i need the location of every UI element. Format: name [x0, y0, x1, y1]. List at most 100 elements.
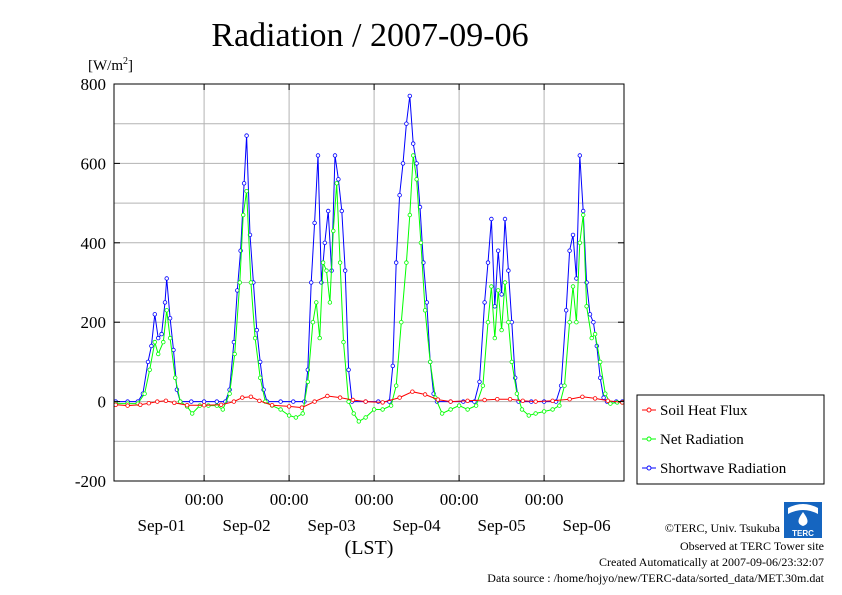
data-point [519, 407, 525, 412]
data-point [172, 375, 178, 380]
data-point [315, 153, 321, 158]
x-axis-label: (LST) [345, 537, 394, 559]
data-point [254, 327, 259, 333]
data-point [300, 411, 305, 416]
data-point [394, 383, 399, 388]
data-point [293, 415, 299, 420]
data-point [598, 375, 603, 380]
series-shortwave-radiation [113, 93, 625, 404]
data-point [397, 192, 402, 198]
data-point [339, 208, 344, 214]
data-point [155, 351, 161, 357]
data-point [485, 260, 491, 265]
data-point [499, 292, 504, 297]
legend-swatch-marker [646, 407, 652, 413]
data-point [584, 304, 589, 309]
x-tick-label: 00:00 [270, 490, 309, 509]
data-point [435, 397, 441, 402]
x-tick-label: 00:00 [355, 490, 394, 509]
data-point [541, 409, 547, 414]
legend-item: Net Radiation [642, 432, 744, 448]
data-point [214, 403, 219, 408]
data-point [390, 363, 395, 369]
data-point [577, 153, 582, 158]
series-net-radiation [113, 153, 625, 424]
data-point [489, 216, 494, 222]
data-point [252, 335, 258, 341]
data-point [172, 400, 177, 405]
data-point [496, 288, 501, 293]
data-point [320, 260, 326, 265]
legend-label: Soil Heat Flux [660, 403, 748, 419]
data-point [407, 93, 412, 99]
data-point [232, 351, 237, 357]
data-point [477, 379, 482, 384]
data-point [356, 419, 361, 424]
data-point [214, 399, 219, 404]
data-point [314, 300, 319, 305]
data-point [164, 308, 169, 313]
data-point [592, 396, 598, 401]
data-point [163, 398, 169, 403]
data-point [608, 401, 613, 406]
legend-item: Soil Heat Flux [642, 403, 748, 419]
data-point [461, 399, 466, 404]
x-tick-label: 00:00 [185, 490, 224, 509]
data-point [499, 327, 504, 333]
y-tick-label: 200 [81, 313, 107, 332]
data-point [240, 212, 246, 218]
data-point [184, 403, 190, 408]
data-point [465, 407, 470, 412]
data-point [327, 300, 333, 305]
data-point [465, 398, 470, 403]
data-point [482, 397, 487, 403]
data-point [424, 300, 429, 305]
legend: Soil Heat Flux Net Radiation Shortwave Rad… [636, 394, 825, 485]
data-point [601, 395, 606, 400]
series-line [115, 95, 623, 403]
data-point [363, 415, 368, 420]
data-point [574, 276, 579, 281]
data-point [161, 339, 166, 345]
data-point [142, 391, 147, 396]
data-point [138, 402, 143, 407]
data-point [152, 312, 157, 317]
data-point [533, 411, 538, 416]
data-point [399, 320, 404, 325]
data-point [278, 399, 283, 404]
data-point [567, 320, 572, 325]
data-point [152, 339, 157, 345]
data-point [346, 399, 351, 404]
data-point [167, 316, 173, 321]
data-point [376, 399, 381, 404]
data-point [414, 161, 419, 166]
data-point [380, 407, 385, 412]
data-point [598, 359, 603, 365]
data-point [326, 208, 331, 214]
data-point [325, 393, 330, 399]
data-point [159, 331, 164, 337]
data-point [502, 216, 508, 222]
data-point [331, 228, 336, 234]
data-point [407, 212, 412, 218]
data-point [480, 383, 486, 388]
data-point [286, 404, 292, 409]
data-point [155, 399, 160, 404]
data-point [269, 403, 275, 408]
data-point [312, 220, 317, 226]
data-point [322, 240, 327, 245]
data-point [411, 153, 416, 158]
x-tick-label: 00:00 [440, 490, 479, 509]
data-point [482, 300, 487, 305]
data-point [235, 288, 240, 293]
data-point [324, 268, 329, 273]
data-point [241, 181, 247, 186]
data-point [337, 260, 343, 265]
data-point [570, 232, 576, 238]
data-point [574, 320, 579, 325]
data-point [299, 405, 305, 410]
y-tick-label: 0 [98, 393, 107, 412]
data-point [286, 413, 292, 418]
data-point [257, 398, 262, 403]
